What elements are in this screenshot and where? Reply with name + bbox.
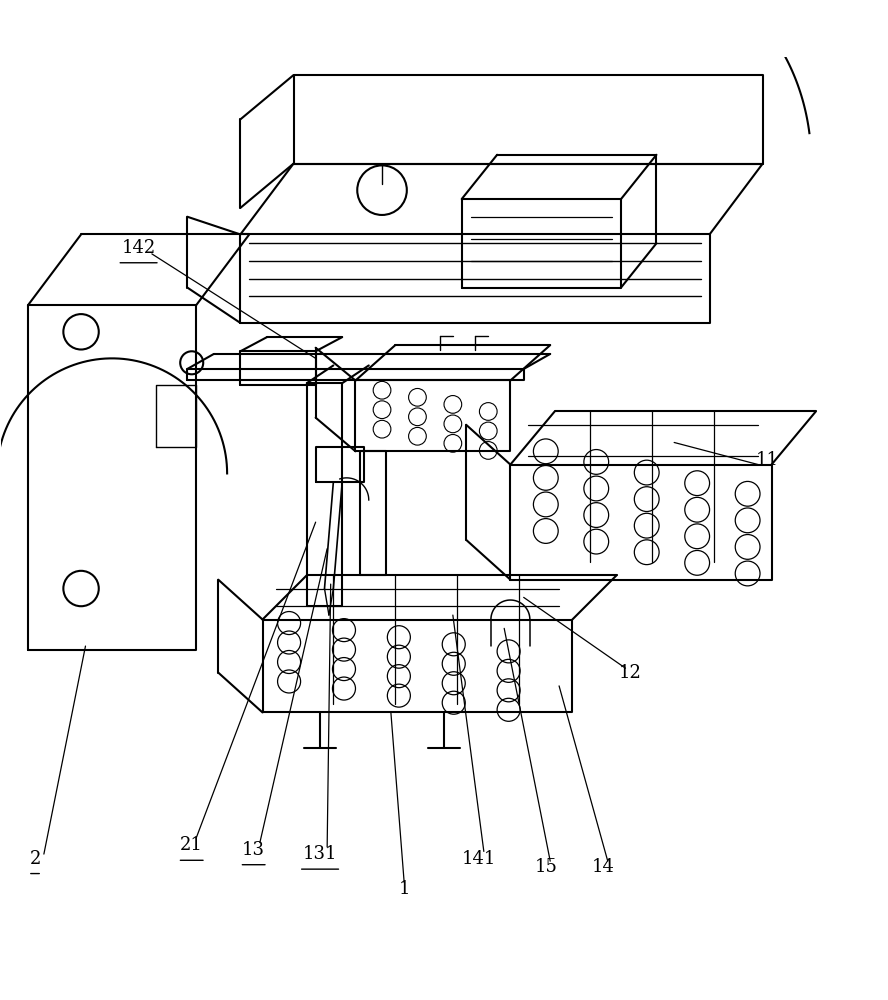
- Text: 131: 131: [303, 845, 337, 863]
- Text: 14: 14: [592, 858, 614, 876]
- Text: 2: 2: [29, 850, 41, 868]
- Text: 12: 12: [618, 664, 641, 682]
- Text: 21: 21: [180, 836, 203, 854]
- Text: 141: 141: [463, 850, 496, 868]
- Text: 1: 1: [399, 880, 410, 898]
- Text: 11: 11: [756, 451, 779, 469]
- Text: 142: 142: [122, 239, 155, 257]
- Text: 15: 15: [535, 858, 558, 876]
- Text: 13: 13: [242, 841, 266, 859]
